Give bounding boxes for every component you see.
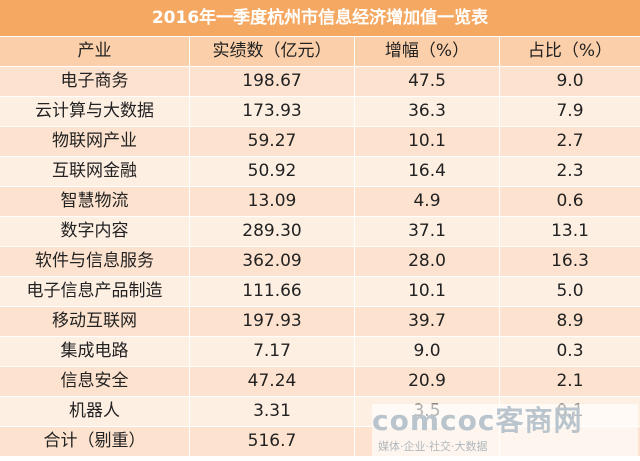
table-cell: 互联网金融 xyxy=(0,157,190,186)
table-title: 2016年一季度杭州市信息经济增加值一览表 xyxy=(0,0,640,36)
table-cell: 3.31 xyxy=(190,397,355,426)
table-row: 互联网金融 50.92 16.4 2.3 xyxy=(0,156,640,186)
table-cell: 39.7 xyxy=(355,307,500,336)
header-cell: 实绩数（亿元） xyxy=(190,37,355,66)
header-cell: 占比（%） xyxy=(527,41,613,61)
table-row: 信息安全 47.24 20.9 2.1 xyxy=(0,366,640,396)
header-row: 产业 实绩数（亿元） 增幅（%） 占比（%） xyxy=(0,36,640,66)
table-cell: 2.3 xyxy=(556,161,584,181)
table-row: 电子信息产品制造 111.66 10.1 5.0 xyxy=(0,276,640,306)
watermark-slogan: 媒体·企业·社交·大数据 xyxy=(378,440,488,453)
table-cell: 5.0 xyxy=(556,281,584,301)
table-cell: 16.3 xyxy=(551,251,589,271)
table-cell: 4.9 xyxy=(355,187,500,216)
table-cell: 516.7 xyxy=(190,427,355,456)
table-row: 软件与信息服务 362.09 28.0 16.3 xyxy=(0,246,640,276)
table-cell: 电子信息产品制造 xyxy=(0,277,190,306)
table-cell: 197.93 xyxy=(190,307,355,336)
table-cell: 数字内容 xyxy=(0,217,190,246)
table-cell: 28.0 xyxy=(355,247,500,276)
table-cell: 2.7 xyxy=(556,131,584,151)
table-cell: 362.09 xyxy=(190,247,355,276)
table-cell: 0.6 xyxy=(556,191,584,211)
table-cell: 16.4 xyxy=(355,157,500,186)
table-cell: 电子商务 xyxy=(0,67,190,96)
table-row: 云计算与大数据 173.93 36.3 7.9 xyxy=(0,96,640,126)
table-cell: 47.5 xyxy=(355,67,500,96)
table-cell: 36.3 xyxy=(355,97,500,126)
table-cell: 37.1 xyxy=(355,217,500,246)
table-cell: 13.1 xyxy=(551,221,589,241)
table-cell: 50.92 xyxy=(190,157,355,186)
table-cell: 13.09 xyxy=(190,187,355,216)
table-cell: 289.30 xyxy=(190,217,355,246)
table-cell: 198.67 xyxy=(190,67,355,96)
table-cell: 物联网产业 xyxy=(0,127,190,156)
table-row: 数字内容 289.30 37.1 13.1 xyxy=(0,216,640,246)
header-cell: 产业 xyxy=(0,37,190,66)
table-cell: 20.9 xyxy=(355,367,500,396)
table-cell: 9.0 xyxy=(355,337,500,366)
table-cell: 7.9 xyxy=(556,101,584,121)
table-cell: 合计（剔重） xyxy=(0,427,190,456)
table-cell: 移动互联网 xyxy=(0,307,190,336)
watermark-logo: comcoc客商网 xyxy=(372,404,583,437)
table-cell: 软件与信息服务 xyxy=(0,247,190,276)
table-cell: 9.0 xyxy=(556,71,584,91)
table-row: 电子商务 198.67 47.5 9.0 xyxy=(0,66,640,96)
table-row: 智慧物流 13.09 4.9 0.6 xyxy=(0,186,640,216)
table-row: 移动互联网 197.93 39.7 8.9 xyxy=(0,306,640,336)
table-cell: 2.1 xyxy=(556,371,584,391)
table-cell: 智慧物流 xyxy=(0,187,190,216)
table-cell: 8.9 xyxy=(556,311,584,331)
table-cell: 47.24 xyxy=(190,367,355,396)
table-cell: 机器人 xyxy=(0,397,190,426)
table-cell: 7.17 xyxy=(190,337,355,366)
table-row: 物联网产业 59.27 10.1 2.7 xyxy=(0,126,640,156)
table-cell: 10.1 xyxy=(355,277,500,306)
table-cell: 0.3 xyxy=(556,341,584,361)
table-cell: 10.1 xyxy=(355,127,500,156)
table-row: 集成电路 7.17 9.0 0.3 xyxy=(0,336,640,366)
table-cell: 集成电路 xyxy=(0,337,190,366)
table-cell: 云计算与大数据 xyxy=(0,97,190,126)
header-cell: 增幅（%） xyxy=(355,37,500,66)
table-cell: 59.27 xyxy=(190,127,355,156)
table-cell: 111.66 xyxy=(190,277,355,306)
table-cell: 信息安全 xyxy=(0,367,190,396)
watermark: comcoc客商网 媒体·企业·社交·大数据 xyxy=(372,404,638,458)
table-cell: 173.93 xyxy=(190,97,355,126)
